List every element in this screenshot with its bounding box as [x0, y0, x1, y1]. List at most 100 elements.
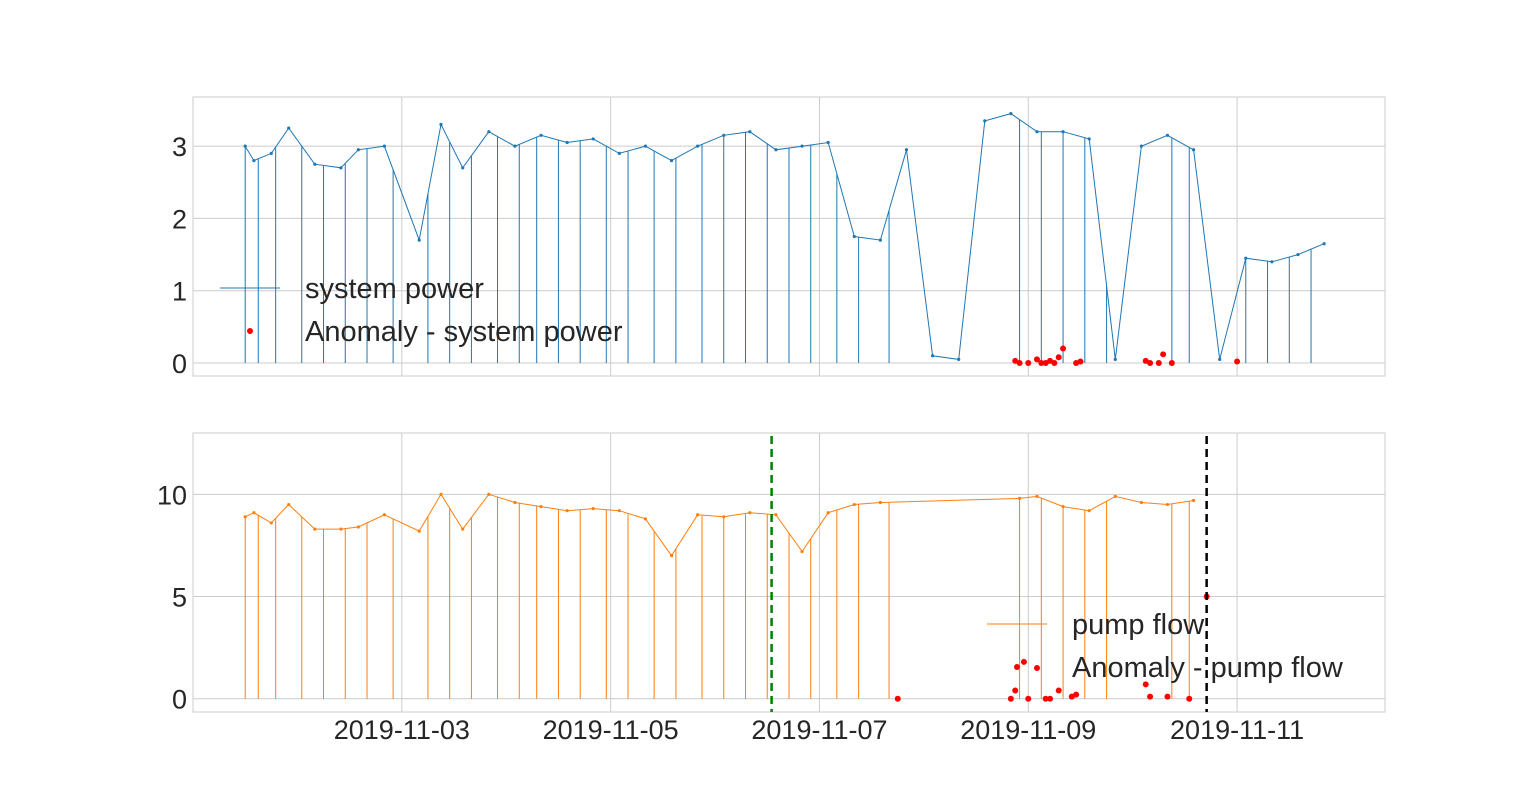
data-point [252, 159, 256, 163]
anomaly-point [1164, 693, 1171, 700]
data-point [1270, 260, 1274, 264]
anomaly-point [1147, 693, 1154, 700]
anomaly-point [1147, 359, 1154, 366]
x-tick-label: 2019-11-09 [960, 715, 1096, 745]
data-point [878, 238, 882, 242]
data-point [1009, 112, 1013, 116]
anomaly-point [1020, 658, 1027, 665]
data-point [339, 166, 343, 170]
data-point [1296, 252, 1300, 257]
axes-frame [192, 96, 1386, 377]
anomaly-point [1055, 687, 1062, 694]
anomaly-point [1234, 358, 1241, 365]
data-point [1087, 137, 1091, 141]
data-point [269, 151, 273, 155]
y-tick-label: 5 [172, 583, 187, 613]
data-point [1244, 256, 1248, 260]
data-point [1061, 504, 1065, 509]
anomaly-point [894, 695, 901, 702]
data-point [417, 238, 421, 242]
anomaly-point [1016, 359, 1023, 366]
data-point [1113, 357, 1117, 361]
anomaly-point [1060, 345, 1067, 352]
data-point [356, 148, 360, 152]
data-point [1017, 496, 1022, 501]
anomaly-point [1033, 356, 1040, 363]
anomaly-point [1038, 359, 1045, 366]
anomaly-point [1168, 359, 1175, 366]
y-tick-label: 0 [172, 685, 187, 715]
data-point [513, 500, 517, 505]
data-point [800, 144, 804, 148]
anomaly-point [1186, 695, 1193, 702]
data-point [878, 500, 882, 505]
y-tick-label: 0 [172, 349, 187, 379]
data-point [748, 511, 752, 515]
data-point [696, 513, 700, 517]
data-point [852, 502, 856, 507]
data-point [1191, 498, 1196, 503]
legend-marker-swatch [1014, 664, 1020, 670]
data-point [617, 509, 621, 513]
anomaly-point [1012, 687, 1019, 694]
data-point [1218, 357, 1222, 361]
data-point [669, 159, 674, 163]
data-point [1191, 148, 1196, 152]
anomaly-point [1077, 358, 1084, 365]
data-point [1035, 494, 1039, 498]
data-point [487, 492, 491, 496]
data-point [287, 502, 291, 507]
legend-label: system power [305, 273, 484, 305]
axes-frame [192, 432, 1386, 713]
anomaly-point [1055, 354, 1062, 361]
data-point [382, 513, 387, 517]
data-point [356, 525, 360, 529]
data-point [696, 144, 700, 148]
series-line [244, 113, 1325, 360]
data-point [669, 554, 674, 558]
data-point [287, 126, 291, 130]
data-point [591, 507, 595, 511]
data-point [439, 492, 443, 496]
legend-label: Anomaly - pump flow [1072, 652, 1344, 684]
data-point [852, 234, 856, 239]
anomaly-point [1142, 681, 1149, 688]
data-point [539, 133, 543, 137]
data-point [643, 144, 648, 148]
data-point [1139, 500, 1143, 505]
data-point [957, 357, 961, 361]
data-point [1165, 502, 1170, 507]
data-point [722, 515, 726, 519]
anomaly-point [1155, 359, 1162, 366]
data-point [513, 144, 517, 148]
data-point [930, 354, 935, 358]
data-point [461, 166, 465, 170]
data-point [252, 511, 256, 515]
anomaly-point [1160, 351, 1167, 358]
legend-label: Anomaly - system power [305, 316, 623, 348]
data-point [1035, 130, 1039, 134]
data-point [983, 119, 987, 123]
anomaly-point [1042, 695, 1049, 702]
y-tick-label: 1 [172, 277, 187, 307]
x-tick-label: 2019-11-07 [751, 715, 887, 745]
anomaly-point [1025, 359, 1032, 366]
data-point [269, 521, 273, 525]
data-point [1087, 509, 1091, 513]
data-point [243, 144, 247, 148]
data-point [643, 517, 648, 521]
y-tick-label: 3 [172, 132, 187, 162]
anomaly-point [1025, 695, 1032, 702]
anomaly-point [1033, 665, 1040, 672]
pump-flow-panel: 0 5 10 2019-11-03 2019-11-05 2019-11-07 2019-1… [157, 432, 1386, 745]
data-point [461, 527, 465, 531]
data-point [800, 549, 804, 554]
data-point [591, 137, 595, 141]
data-point [1113, 494, 1117, 498]
data-point [748, 130, 752, 134]
data-point [313, 527, 317, 531]
data-point [1322, 242, 1326, 246]
anomaly-point [1007, 695, 1014, 702]
